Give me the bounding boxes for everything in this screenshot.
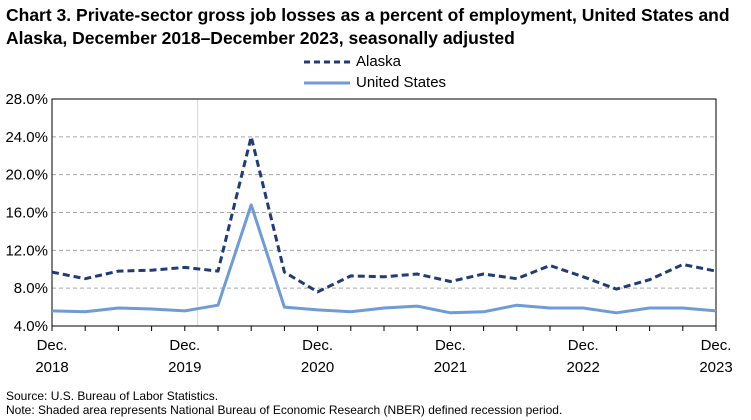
legend-item-united-states: United States — [304, 72, 446, 93]
x-tick-label-month: Dec. — [37, 337, 68, 354]
x-tick-label-year: 2023 — [699, 359, 732, 376]
legend-label-alaska: Alaska — [356, 53, 402, 70]
line-chart: 28.0% 24.0% 20.0% 16.0% 12.0% 8.0% 4.0% Dec. 201… — [5, 91, 732, 376]
y-tick-label: 24.0% — [5, 129, 48, 146]
y-tick-label: 20.0% — [5, 167, 48, 184]
legend: Alaska United States — [304, 51, 446, 93]
y-tick-label: 28.0% — [5, 91, 48, 108]
x-tick-label-month: Dec. — [568, 337, 599, 354]
chart-title: Chart 3. Private-sector gross job losses… — [6, 5, 730, 48]
source-note: Source: U.S. Bureau of Labor Statistics. — [6, 389, 219, 403]
y-tick-label: 12.0% — [5, 242, 48, 259]
x-tick-label-year: 2020 — [301, 359, 334, 376]
x-tick-label-year: 2018 — [35, 359, 68, 376]
recession-note: Note: Shaded area represents National Bu… — [6, 403, 563, 417]
x-tick-label-month: Dec. — [169, 337, 200, 354]
legend-item-alaska: Alaska — [304, 51, 446, 72]
x-tick-label-month: Dec. — [435, 337, 466, 354]
legend-label-united-states: United States — [356, 74, 447, 91]
legend-swatch-alaska — [304, 60, 350, 63]
x-tick-label-year: 2022 — [567, 359, 600, 376]
x-tick-label-year: 2019 — [168, 359, 201, 376]
x-tick-label-month: Dec. — [701, 337, 732, 354]
y-tick-label: 8.0% — [14, 280, 48, 297]
recession-shading — [197, 99, 199, 326]
x-tick-label-year: 2021 — [434, 359, 467, 376]
legend-swatch-united-states — [304, 81, 350, 84]
series-line-united-states — [51, 203, 717, 315]
y-tick-label: 4.0% — [14, 318, 48, 335]
series-line-alaska — [51, 135, 717, 294]
y-tick-label: 16.0% — [5, 205, 48, 222]
x-tick-label-month: Dec. — [302, 337, 333, 354]
